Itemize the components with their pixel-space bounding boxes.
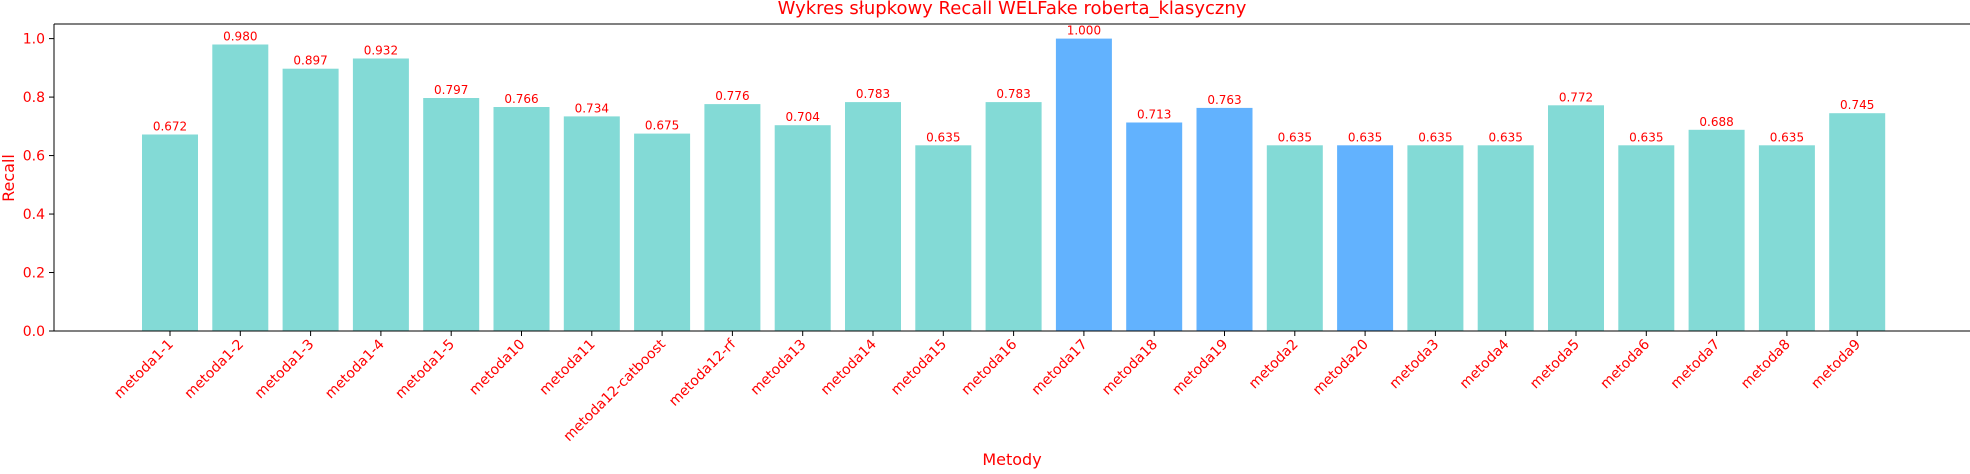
x-tick-label-metoda5: metoda5 (1527, 337, 1583, 393)
x-tick-label-metoda9: metoda9 (1808, 337, 1864, 393)
bar-metoda19 (1196, 107, 1253, 332)
bar-metoda11 (563, 116, 620, 332)
bar-metoda20 (1337, 145, 1394, 331)
value-label-metoda19: 0.763 (1207, 93, 1241, 107)
y-tick-label: 0.8 (23, 90, 45, 106)
bar-metoda5 (1548, 105, 1604, 331)
value-label-metoda1-2: 0.980 (223, 30, 257, 44)
value-label-metoda1-3: 0.897 (293, 54, 327, 68)
y-tick-label: 0.2 (23, 266, 45, 282)
x-tick-label-metoda19: metoda19 (1169, 337, 1231, 399)
x-tick-label-metoda20: metoda20 (1310, 337, 1372, 399)
bar-metoda3 (1407, 145, 1464, 331)
y-tick-label: 0.6 (23, 149, 45, 165)
x-tick-label-metoda3: metoda3 (1387, 337, 1443, 393)
bar-metoda1-1 (142, 134, 198, 331)
bar-metoda18 (1126, 122, 1183, 331)
x-tick-label-metoda13: metoda13 (748, 337, 810, 399)
bar-metoda17 (1055, 38, 1112, 331)
value-label-metoda13: 0.704 (786, 110, 820, 124)
y-tick-label: 0.0 (23, 324, 45, 340)
x-tick-label-metoda16: metoda16 (958, 336, 1020, 398)
value-label-metoda3: 0.635 (1418, 130, 1452, 144)
x-tick-label-metoda8: metoda8 (1738, 337, 1794, 393)
value-label-metoda7: 0.688 (1699, 115, 1733, 129)
chart-title: Wykres słupkowy Recall WELFake roberta_k… (778, 0, 1247, 19)
x-tick-label-metoda7: metoda7 (1668, 337, 1724, 393)
value-label-metoda1-5: 0.797 (434, 83, 468, 97)
value-labels-layer: 0.672 0.980 0.897 0.932 0.797 0.766 0.734 0.675… (153, 24, 1875, 145)
value-label-metoda5: 0.772 (1559, 90, 1593, 104)
x-tick-label-metoda14: metoda14 (818, 336, 880, 398)
value-label-metoda10: 0.766 (504, 92, 538, 106)
x-tick-label-metoda1-3: metoda1-3 (252, 337, 318, 403)
value-label-metoda1-1: 0.672 (153, 120, 187, 134)
x-tick-label-metoda18: metoda18 (1099, 337, 1161, 399)
bar-metoda2 (1266, 145, 1323, 331)
bar-metoda10 (493, 107, 550, 331)
value-label-metoda8: 0.635 (1770, 130, 1804, 144)
bar-metoda1-5 (423, 98, 480, 331)
value-label-metoda15: 0.635 (926, 130, 960, 144)
x-tick-label-metoda12-rf: metoda12-rf (666, 336, 740, 410)
y-axis-label: Recall (0, 154, 18, 202)
bar-metoda1-4 (352, 58, 409, 331)
x-tick-label-metoda1-2: metoda1-2 (182, 337, 248, 403)
x-ticks-layer: metoda1-1 metoda1-2 metoda1-3 metoda1-4 meto… (111, 331, 1864, 445)
x-tick-label-metoda10: metoda10 (466, 337, 528, 399)
x-tick-label-metoda4: metoda4 (1457, 336, 1513, 392)
x-tick-label-metoda6: metoda6 (1597, 336, 1653, 392)
bar-metoda13 (774, 125, 831, 331)
bar-metoda6 (1618, 145, 1675, 331)
x-axis-label: Metody (982, 450, 1041, 469)
value-label-metoda18: 0.713 (1137, 108, 1171, 122)
y-tick-label: 1.0 (23, 32, 45, 48)
y-tick-label: 0.4 (23, 207, 45, 223)
value-label-metoda4: 0.635 (1489, 130, 1523, 144)
bar-metoda16 (985, 102, 1042, 331)
x-tick-label-metoda15: metoda15 (888, 337, 950, 399)
value-label-metoda6: 0.635 (1629, 130, 1663, 144)
value-label-metoda2: 0.635 (1278, 130, 1312, 144)
x-tick-label-metoda1-5: metoda1-5 (393, 337, 459, 403)
x-tick-label-metoda17: metoda17 (1029, 337, 1091, 399)
bar-metoda12-catboost (634, 133, 691, 331)
value-label-metoda20: 0.635 (1348, 130, 1382, 144)
bar-metoda12-rf (704, 104, 761, 331)
bar-metoda9 (1829, 113, 1886, 331)
bar-metoda4 (1477, 145, 1534, 331)
bars-layer (142, 38, 1886, 332)
value-label-metoda12-catboost: 0.675 (645, 119, 679, 133)
x-tick-label-metoda2: metoda2 (1246, 337, 1302, 393)
value-label-metoda11: 0.734 (575, 101, 609, 115)
bar-metoda8 (1758, 145, 1815, 331)
value-label-metoda1-4: 0.932 (364, 44, 398, 58)
x-tick-label-metoda1-1: metoda1-1 (111, 337, 177, 403)
value-label-metoda14: 0.783 (856, 87, 890, 101)
x-tick-label-metoda1-4: metoda1-4 (322, 336, 388, 402)
bar-metoda7 (1688, 129, 1745, 331)
value-label-metoda12-rf: 0.776 (715, 89, 749, 103)
axes-layer (53, 23, 1970, 332)
value-label-metoda16: 0.783 (996, 87, 1030, 101)
value-label-metoda9: 0.745 (1840, 98, 1874, 112)
bar-metoda15 (915, 145, 972, 331)
value-label-metoda17: 1.000 (1067, 24, 1101, 38)
bar-metoda14 (845, 102, 901, 331)
y-ticks-layer: 0.0 0.2 0.4 0.6 0.8 1.0 (23, 32, 54, 340)
x-tick-label-metoda11: metoda11 (537, 337, 599, 399)
bar-metoda1-2 (212, 44, 269, 331)
bar-metoda1-3 (282, 68, 339, 331)
